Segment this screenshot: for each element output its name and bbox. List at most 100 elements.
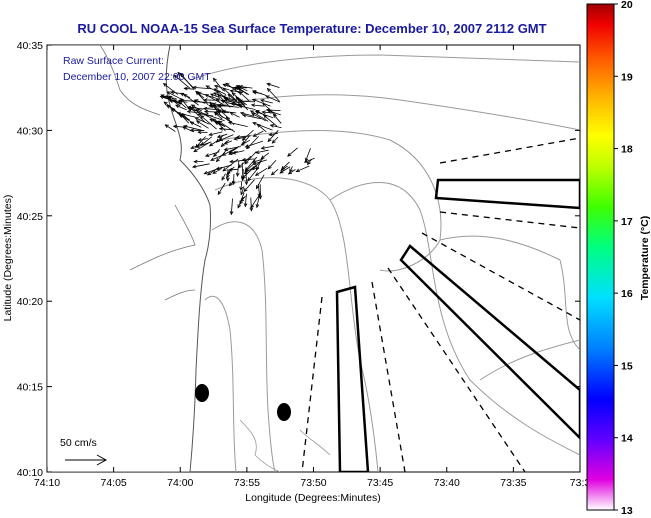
current-vector bbox=[222, 87, 238, 102]
current-vector-head bbox=[210, 157, 215, 161]
current-vector bbox=[227, 94, 242, 106]
current-vector bbox=[243, 179, 255, 192]
current-vector bbox=[281, 161, 290, 170]
current-vector bbox=[251, 104, 264, 107]
current-vector-head bbox=[249, 207, 254, 212]
current-vector-head bbox=[195, 109, 200, 113]
current-vector-head bbox=[252, 121, 257, 126]
current-vector bbox=[239, 100, 255, 103]
current-vector-head bbox=[242, 140, 247, 145]
current-vector bbox=[170, 91, 185, 95]
current-vector bbox=[230, 112, 240, 118]
current-vector bbox=[273, 114, 282, 124]
current-vector-head bbox=[204, 153, 210, 157]
current-vector-head bbox=[287, 152, 292, 157]
current-vector bbox=[224, 97, 245, 105]
current-vector bbox=[256, 161, 261, 171]
contour-4 bbox=[214, 177, 379, 472]
current-vector bbox=[222, 146, 240, 156]
current-vector-head bbox=[231, 150, 237, 155]
current-vector bbox=[196, 141, 212, 148]
current-vector-head bbox=[162, 95, 167, 100]
current-vector bbox=[267, 129, 279, 142]
current-vector-head bbox=[183, 86, 188, 91]
current-vector-head bbox=[223, 98, 229, 102]
current-vector bbox=[237, 97, 245, 106]
current-vector-head bbox=[261, 110, 266, 115]
current-vector bbox=[238, 87, 248, 95]
current-vector-head bbox=[269, 124, 275, 128]
current-vector-head bbox=[216, 134, 222, 139]
current-vector bbox=[242, 129, 254, 141]
current-vector bbox=[219, 128, 234, 131]
current-vector-head bbox=[187, 107, 192, 112]
current-vector-head bbox=[166, 91, 171, 95]
current-vector-head bbox=[189, 121, 194, 126]
current-vector-head bbox=[223, 147, 229, 152]
current-vector bbox=[226, 170, 231, 178]
current-vector-head bbox=[268, 132, 273, 137]
current-vector bbox=[175, 104, 187, 111]
current-vector-head bbox=[240, 142, 245, 146]
current-vector-head bbox=[170, 90, 175, 95]
current-vector bbox=[272, 136, 279, 144]
current-vector-head bbox=[260, 146, 265, 150]
current-vector-head bbox=[221, 109, 226, 114]
current-vector-head bbox=[162, 83, 168, 87]
current-vector-head bbox=[255, 185, 260, 190]
current-vector-head bbox=[238, 104, 243, 109]
current-vector-head bbox=[164, 124, 169, 129]
colorbar-tick-label: 16 bbox=[621, 288, 633, 300]
current-vector-head bbox=[244, 181, 249, 186]
current-vector-head bbox=[193, 148, 198, 153]
current-vector-head bbox=[195, 144, 200, 149]
current-vector-head bbox=[260, 155, 265, 160]
solid-box-north bbox=[434, 178, 580, 210]
current-vector-head bbox=[208, 132, 213, 137]
x-tick-label: 73:55 bbox=[234, 477, 260, 489]
current-vector bbox=[255, 167, 268, 176]
current-vector-head bbox=[255, 203, 260, 209]
current-vector bbox=[251, 113, 267, 122]
current-vector-head bbox=[229, 89, 234, 93]
dashed-transects bbox=[301, 137, 580, 472]
current-vector-head bbox=[186, 109, 192, 114]
current-vector bbox=[245, 168, 247, 185]
current-vector-head bbox=[208, 103, 213, 108]
colorbar-tick-label: 13 bbox=[621, 505, 633, 517]
current-vector bbox=[194, 99, 206, 104]
current-vector-head bbox=[228, 182, 233, 187]
current-vector-head bbox=[215, 98, 221, 102]
current-vector-head bbox=[287, 170, 293, 175]
current-vector bbox=[266, 109, 281, 112]
y-tick-label: 40:15 bbox=[17, 382, 43, 394]
current-vector bbox=[307, 158, 313, 165]
current-vector-head bbox=[272, 113, 277, 118]
current-vector bbox=[196, 91, 209, 106]
current-vector-head bbox=[220, 143, 225, 147]
current-vector bbox=[287, 147, 298, 157]
current-vector-head bbox=[243, 187, 248, 193]
current-vector bbox=[261, 152, 270, 160]
current-vector-head bbox=[255, 150, 260, 155]
current-vector bbox=[193, 142, 210, 152]
x-tick-label: 73:40 bbox=[434, 477, 460, 489]
current-vector bbox=[252, 157, 264, 170]
current-vector-head bbox=[178, 114, 184, 119]
current-vector-head bbox=[234, 85, 240, 90]
current-vector bbox=[222, 95, 235, 101]
current-vector bbox=[200, 115, 217, 130]
current-vector-head bbox=[254, 172, 260, 176]
current-vector-head bbox=[172, 124, 178, 129]
current-vector bbox=[238, 155, 252, 168]
current-vector bbox=[267, 88, 280, 102]
current-vector-head bbox=[279, 169, 284, 174]
current-vector-head bbox=[202, 106, 208, 111]
current-vector-head bbox=[263, 114, 268, 119]
current-vector-head bbox=[239, 186, 244, 192]
current-vector-head bbox=[244, 167, 249, 172]
colorbar-tick-label: 14 bbox=[621, 433, 633, 445]
current-vector bbox=[222, 158, 239, 172]
current-vector-head bbox=[182, 124, 188, 129]
x-tick-label: 73:35 bbox=[500, 477, 526, 489]
